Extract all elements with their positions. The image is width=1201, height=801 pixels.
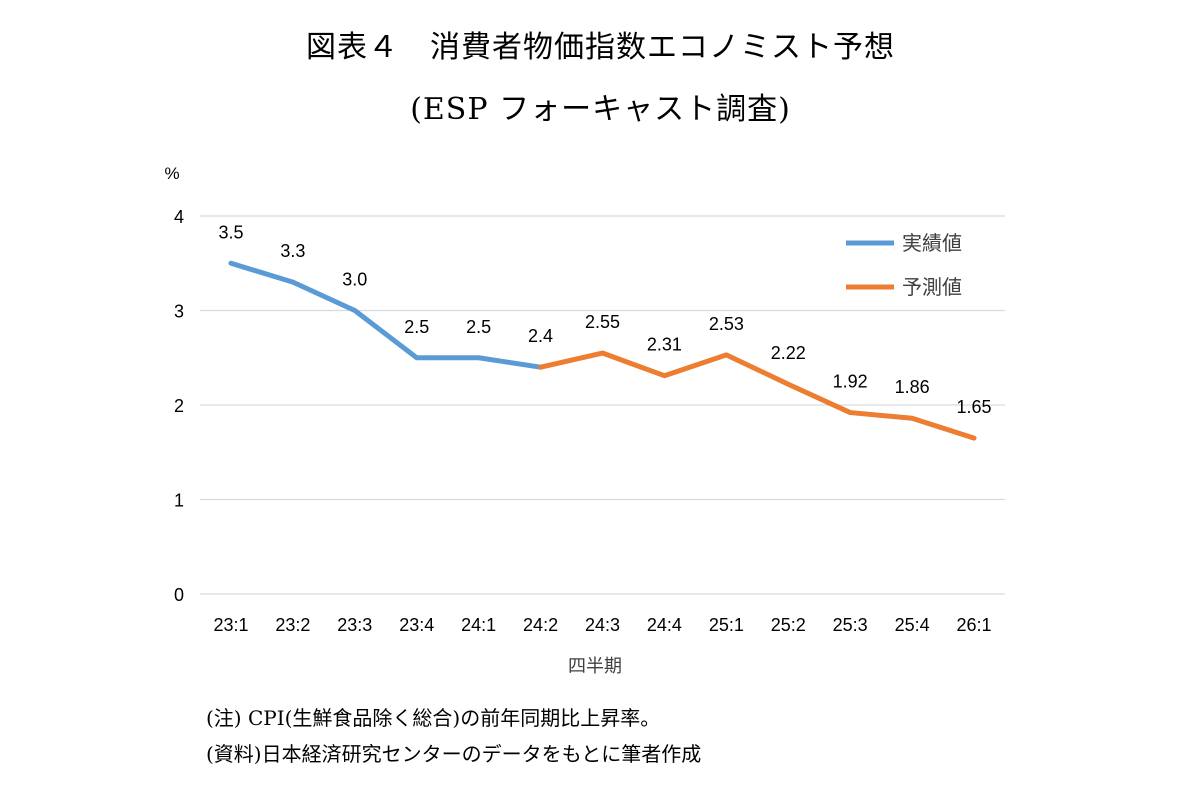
footnote-note: (注) CPI(生鮮食品除く総合)の前年同期比上昇率。 (206, 706, 661, 730)
x-tick-label: 23:4 (399, 615, 434, 635)
legend: 実績値 予測値 (846, 232, 962, 299)
x-tick-label: 24:4 (647, 615, 682, 635)
legend-label-actual: 実績値 (902, 232, 962, 255)
data-label: 3.5 (218, 222, 243, 242)
data-label: 2.5 (404, 317, 429, 337)
x-tick-label: 24:3 (585, 615, 620, 635)
series-line-forecast (538, 350, 977, 441)
data-labels: 3.5 3.3 3.0 2.5 2.5 2.4 2.55 2.31 2.53 2.22 1.92 1.… (218, 222, 991, 417)
series-line-actual (228, 260, 544, 370)
line-chart: 0 1 2 3 4 23:1 23:2 23:3 23:4 24:1 24:2 24:3 24:4 25… (164, 164, 1005, 676)
y-tick-label: 2 (174, 396, 184, 416)
y-tick-label: 1 (174, 491, 184, 511)
x-tick-label: 24:1 (461, 615, 496, 635)
x-tick-label: 25:2 (771, 615, 806, 635)
y-tick-label: 3 (174, 302, 184, 322)
data-label: 3.3 (280, 241, 305, 261)
data-label: 1.86 (895, 377, 930, 397)
series-lines (228, 260, 977, 441)
footnote-source: (資料)日本経済研究センターのデータをもとに筆者作成 (206, 742, 702, 766)
chart-title: 図表４ 消費者物価指数エコノミスト予想 (306, 30, 895, 65)
data-label: 2.31 (647, 335, 682, 355)
y-tick-label: 4 (174, 207, 184, 227)
x-tick-label: 25:1 (709, 615, 744, 635)
data-label: 2.5 (466, 317, 491, 337)
y-axis-ticks: 0 1 2 3 4 (174, 207, 184, 605)
x-axis-label: 四半期 (568, 656, 622, 676)
data-label: 1.92 (833, 372, 868, 392)
data-label: 2.22 (771, 343, 806, 363)
grid-lines (200, 215, 1005, 595)
chart-subtitle: (ESP フォーキャスト調査) (410, 92, 791, 127)
x-tick-label: 25:4 (895, 615, 930, 635)
x-axis-ticks: 23:1 23:2 23:3 23:4 24:1 24:2 24:3 24:4 25:1 25:2… (213, 615, 991, 635)
x-tick-label: 25:3 (833, 615, 868, 635)
x-tick-label: 23:1 (213, 615, 248, 635)
data-label: 2.55 (585, 312, 620, 332)
data-label: 2.4 (528, 326, 553, 346)
data-label: 3.0 (342, 270, 367, 290)
y-axis-label: % (164, 164, 179, 183)
x-tick-label: 24:2 (523, 615, 558, 635)
x-tick-label: 23:2 (275, 615, 310, 635)
data-label: 1.65 (957, 397, 992, 417)
x-tick-label: 26:1 (957, 615, 992, 635)
legend-label-forecast: 予測値 (902, 276, 962, 299)
x-tick-label: 23:3 (337, 615, 372, 635)
data-label: 2.53 (709, 314, 744, 334)
y-tick-label: 0 (174, 585, 184, 605)
